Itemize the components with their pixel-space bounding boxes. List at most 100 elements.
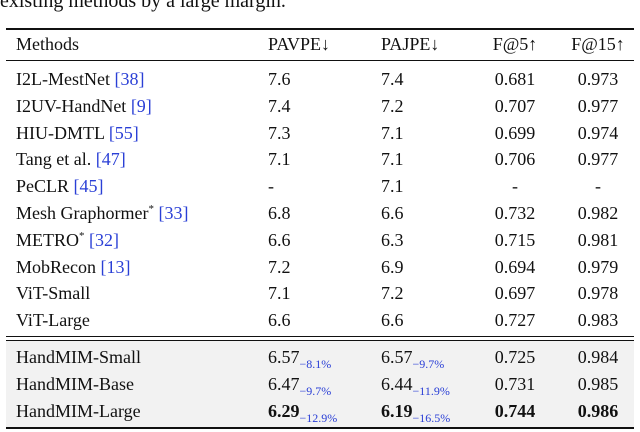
citation: [55] [108,122,139,143]
method-cell: Tang et al. [47] [16,149,126,169]
value: 0.974 [577,122,619,143]
value-cell: 0.986 [578,401,619,421]
value: 0.983 [577,310,619,331]
method-name: METRO [16,229,79,250]
value-cell: 0.982 [578,203,619,223]
method-cell: MobRecon [13] [16,257,131,277]
value-cell: - [512,176,518,196]
method-name: MobRecon [16,256,96,277]
value: 7.6 [268,69,291,89]
value: 0.979 [577,256,619,277]
value: 6.8 [268,203,291,223]
method-name: ViT-Small [16,283,91,304]
value-cell: 7.2 [381,96,404,116]
delta: −11.9% [412,384,450,398]
value-cell: 7.1 [381,123,404,143]
value-cell: 6.19−16.5% [381,401,451,425]
value-cell: 0.978 [578,283,619,303]
value-cell: - [268,176,274,196]
header-cell: PAVPE↓ [268,34,330,54]
top-rule [6,28,634,30]
value: 0.984 [577,347,619,367]
value: 6.6 [268,229,291,250]
method-cell: HandMIM-Base [16,374,134,394]
header-text: Methods [16,34,79,54]
value: - [512,176,518,197]
citation: [9] [130,95,152,116]
value: 7.4 [381,69,404,89]
value: 7.1 [268,149,291,170]
value-cell: 7.1 [268,149,291,169]
method-name: I2L-MestNet [16,69,110,89]
value-cell: 0.706 [495,149,536,169]
value: 0.694 [494,256,536,277]
mark: * [148,203,154,215]
value: 6.3 [381,229,404,250]
value: 0.977 [577,149,619,170]
delta: −9.7% [299,384,332,398]
value: 0.681 [494,69,536,89]
value-cell: 7.4 [268,96,291,116]
value: 0.715 [494,229,536,250]
delta: −16.5% [412,411,451,425]
value-cell: 0.985 [578,374,619,394]
value-cell: 0.983 [578,310,619,330]
method-name: PeCLR [16,176,70,197]
value: 0.744 [494,401,536,421]
value-cell: 0.727 [495,310,536,330]
value-cell: 6.8 [268,203,291,223]
value-cell: 0.681 [495,69,536,89]
method-cell: HandMIM-Large [16,401,141,421]
value-cell: 6.57−9.7% [381,347,445,371]
method-name: Mesh Graphormer [16,203,149,223]
value-cell: 0.694 [495,257,536,277]
value-cell: 0.977 [578,96,619,116]
value: 0.727 [494,310,536,331]
value: 0.697 [494,283,536,304]
value-cell: 7.2 [268,257,291,277]
method-cell: HandMIM-Small [16,347,141,367]
header-cell: Methods [16,34,79,54]
value: 7.2 [381,95,404,116]
value-cell: 0.732 [495,203,536,223]
citation: [32] [89,229,119,250]
value-cell: 0.979 [578,257,619,277]
method-cell: I2L-MestNet [38] [16,69,144,89]
value: 7.1 [381,149,404,170]
header-cell: F@15↑ [571,34,625,54]
value-cell: 7.1 [381,149,404,169]
value: - [268,176,274,197]
value-cell: 6.6 [268,230,291,250]
method-cell: METRO* [32] [16,230,119,253]
value: 7.2 [268,256,291,277]
citation: [47] [95,149,126,170]
value: 6.6 [381,310,404,331]
value: 0.725 [494,347,536,367]
value: 7.4 [268,95,291,116]
value: 7.1 [381,176,404,197]
header-text: F@5↑ [492,34,538,54]
mark: * [79,229,85,242]
method-cell: HIU-DMTL [55] [16,123,139,143]
value-cell: 7.1 [381,176,404,196]
method-cell: PeCLR [45] [16,176,104,196]
value: 0.985 [577,374,619,394]
value-cell: - [595,176,601,196]
value-cell: 0.697 [495,283,536,303]
method-name: I2UV-HandNet [16,95,127,116]
header-cell: F@5↑ [493,34,538,54]
citation: [33] [158,203,189,223]
value: 6.44 [381,374,413,394]
value: 6.6 [381,203,404,223]
value: 0.978 [577,283,619,304]
citation: [13] [100,256,131,277]
delta: −9.7% [412,357,445,371]
header-cell: PAJPE↓ [381,34,439,54]
value-cell: 0.725 [495,347,536,367]
method-name: ViT-Large [16,310,90,331]
header-text: F@15↑ [571,34,625,54]
value: 7.1 [268,283,291,304]
value-cell: 0.981 [578,230,619,250]
value-cell: 7.2 [381,283,404,303]
